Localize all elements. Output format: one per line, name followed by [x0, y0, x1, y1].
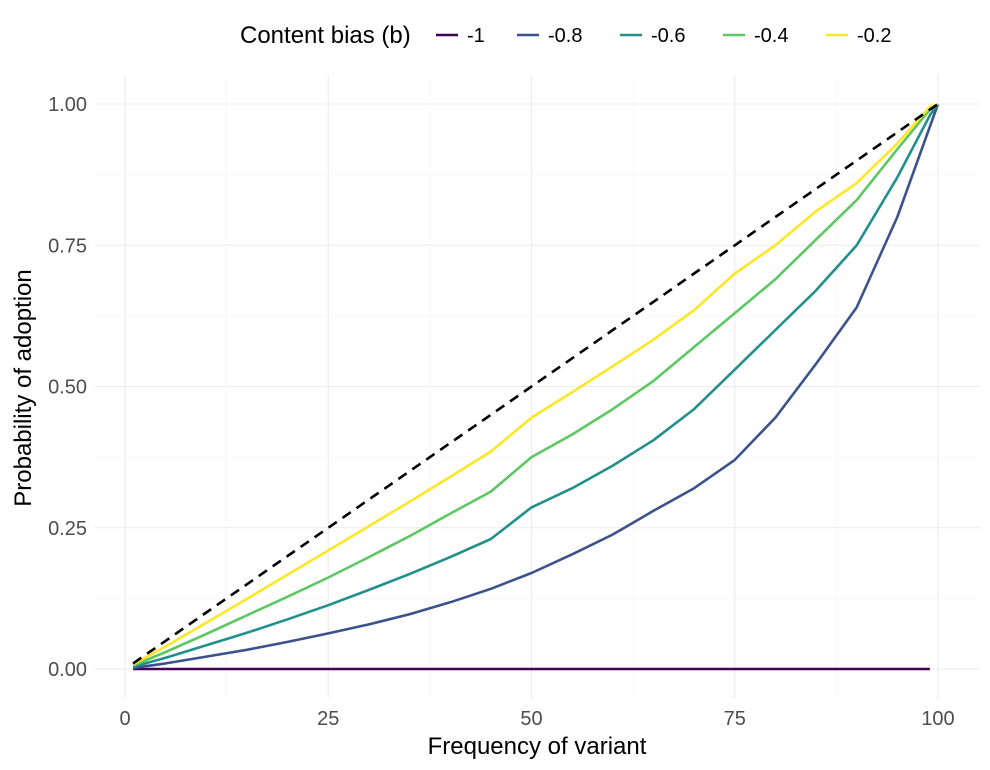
- series-line-4: [132, 102, 939, 666]
- grid: [95, 75, 980, 698]
- x-tick-label: 75: [724, 708, 746, 730]
- legend-label: -0.8: [548, 25, 582, 47]
- legend-title: Content bias (b): [240, 22, 411, 49]
- y-tick-label: 0.50: [48, 377, 87, 399]
- y-axis-title: Probability of adoption: [10, 269, 37, 507]
- reference-line-dashed: [132, 102, 939, 665]
- series-line-2: [132, 103, 940, 668]
- legend-label: -0.4: [754, 25, 788, 47]
- y-tick-label: 0.00: [48, 659, 87, 681]
- series-line-1: [132, 103, 940, 670]
- x-tick-label: 100: [921, 708, 954, 730]
- x-axis-title: Frequency of variant: [428, 733, 647, 760]
- y-tick-label: 1.00: [48, 94, 87, 116]
- x-axis-ticks: 0 25 50 75 100: [119, 708, 954, 730]
- legend-label: -1: [467, 25, 485, 47]
- legend-label: -0.6: [651, 25, 685, 47]
- x-tick-label: 0: [119, 708, 130, 730]
- y-tick-label: 0.25: [48, 518, 87, 540]
- legend-label: -0.2: [857, 25, 891, 47]
- series-lines: [132, 102, 940, 671]
- x-tick-label: 50: [520, 708, 542, 730]
- legend: Content bias (b) -1 -0.8 -0.6 -0.4 -0.2: [240, 22, 891, 49]
- x-tick-label: 25: [317, 708, 339, 730]
- series-line-3: [132, 102, 939, 667]
- y-tick-label: 0.75: [48, 235, 87, 257]
- y-axis-ticks: 0.00 0.25 0.50 0.75 1.00: [48, 94, 87, 681]
